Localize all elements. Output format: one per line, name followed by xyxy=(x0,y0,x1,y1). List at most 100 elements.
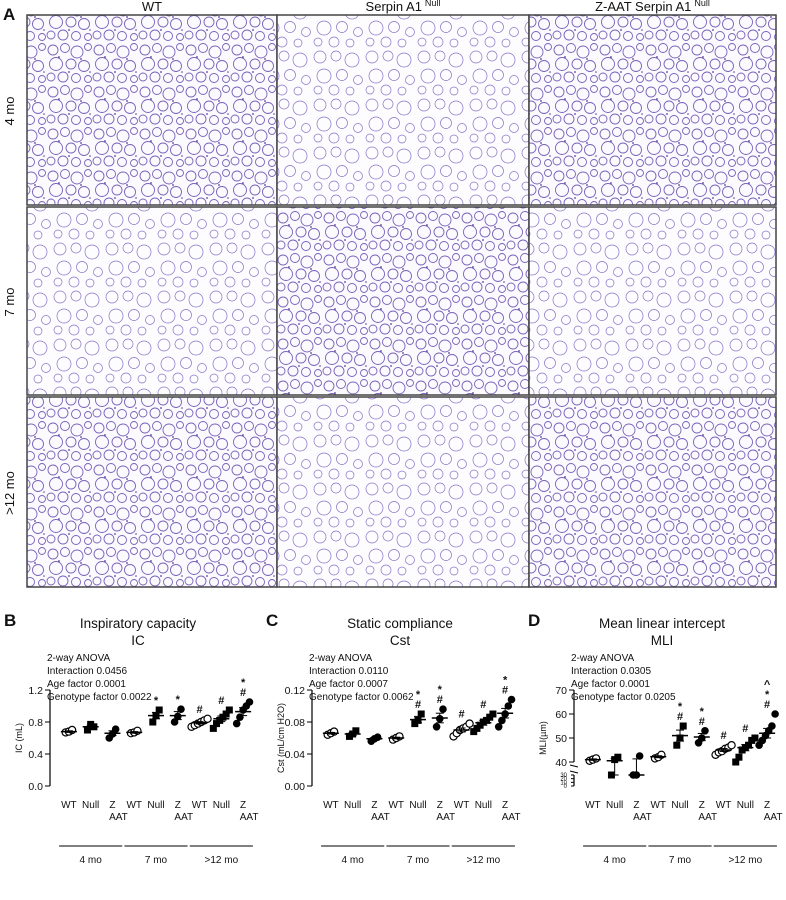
y-tick-label: 0 xyxy=(564,784,568,790)
data-point xyxy=(732,758,740,766)
data-point xyxy=(203,714,212,724)
significance-marker: * xyxy=(503,675,508,687)
chart-title: Static compliance xyxy=(347,616,453,631)
data-point xyxy=(225,706,233,714)
y-tick-label: 30 xyxy=(560,773,567,779)
histology-image xyxy=(528,14,777,206)
data-point xyxy=(771,710,779,718)
group-label: 4 mo xyxy=(342,855,365,866)
y-tick-label: 1.2 xyxy=(28,685,43,697)
x-tick-label: WT xyxy=(585,800,601,811)
chart: D Mean linear intercept MLI 2-way ANOVA Inte… xyxy=(528,611,782,866)
chart: B Inspiratory capacity IC 2-way ANOVA Intera… xyxy=(4,611,258,866)
stat-line: 2-way ANOVA xyxy=(571,653,634,664)
significance-marker: # xyxy=(196,704,202,716)
x-tick-label: WT xyxy=(192,800,208,811)
data-point xyxy=(701,727,709,735)
significance-marker: # xyxy=(720,730,726,742)
stat-line: Interaction 0.0305 xyxy=(571,666,651,677)
significance-marker: # xyxy=(764,699,770,711)
histology-image xyxy=(276,206,530,396)
x-tick-label: WT xyxy=(61,800,77,811)
data-point xyxy=(727,741,736,750)
x-tick-label: Z AAT xyxy=(698,800,717,823)
x-tick-label: Null xyxy=(409,800,426,811)
data-point xyxy=(614,753,622,761)
histology-image xyxy=(276,396,530,588)
significance-marker: # xyxy=(437,694,443,706)
significance-marker: * xyxy=(154,695,159,707)
x-tick-label: WT xyxy=(126,800,142,811)
data-point xyxy=(673,741,681,749)
data-point xyxy=(679,722,687,730)
panel-letter: B xyxy=(4,611,16,630)
column-header: Z-AAT Serpin A1 Null xyxy=(595,0,710,14)
x-tick-label: WT xyxy=(650,800,666,811)
significance-marker: # xyxy=(677,711,683,723)
y-tick-label: 50 xyxy=(555,733,567,745)
data-point xyxy=(111,725,120,733)
significance-marker: * xyxy=(416,689,421,701)
x-tick-label: Null xyxy=(737,800,754,811)
y-tick-label: 20 xyxy=(560,777,567,783)
stat-line: 2-way ANOVA xyxy=(47,653,110,664)
significance-marker: # xyxy=(218,695,224,707)
data-point xyxy=(245,698,254,706)
y-tick-label: 0.0 xyxy=(28,781,43,793)
significance-marker: * xyxy=(700,706,705,718)
data-point xyxy=(352,727,360,735)
data-point xyxy=(222,710,230,718)
y-axis-label: IC (mL) xyxy=(14,723,24,753)
stat-line: Interaction 0.0110 xyxy=(309,666,389,677)
axis-break xyxy=(569,770,579,774)
x-tick-label: Z AAT xyxy=(764,800,783,823)
column-header: Serpin A1 Null xyxy=(366,0,441,14)
y-tick-label: 0.12 xyxy=(285,685,306,697)
x-tick-label: Null xyxy=(344,800,361,811)
histology-image xyxy=(26,14,278,206)
significance-marker: * xyxy=(678,701,683,713)
significance-marker: # xyxy=(699,716,705,728)
y-tick-label: 0.04 xyxy=(285,749,306,761)
panel-letter: C xyxy=(266,611,278,630)
histology-image xyxy=(26,206,278,396)
y-tick-label: 0.08 xyxy=(285,717,306,729)
column-header: WT xyxy=(142,0,162,14)
data-point xyxy=(507,695,516,704)
data-point xyxy=(83,726,91,734)
x-tick-label: Null xyxy=(606,800,623,811)
x-tick-label: Z AAT xyxy=(633,800,652,823)
y-axis-label: MLI(µm) xyxy=(538,721,548,755)
column-name: Z-AAT Serpin A1 xyxy=(595,0,691,14)
x-tick-label: Z AAT xyxy=(371,800,390,823)
data-point xyxy=(745,741,753,749)
column-sup: Null xyxy=(425,0,441,8)
stat-line: Genotype factor 0.0022 xyxy=(47,692,152,703)
x-tick-label: Z AAT xyxy=(436,800,455,823)
stat-line: Age factor 0.0001 xyxy=(47,679,126,690)
histology-image xyxy=(26,396,278,588)
data-point xyxy=(735,753,743,761)
significance-marker: * xyxy=(765,689,770,701)
panel-letter: A xyxy=(3,5,15,24)
y-axis-label: Cst (mL/cm H2O) xyxy=(276,703,286,773)
group-label: >12 mo xyxy=(467,855,501,866)
row-label: >12 mo xyxy=(2,471,17,515)
data-point xyxy=(465,719,474,728)
x-tick-label: Null xyxy=(147,800,164,811)
stat-line: Age factor 0.0007 xyxy=(309,679,388,690)
histology-image xyxy=(528,396,777,588)
data-point xyxy=(209,724,217,732)
data-point xyxy=(635,752,644,760)
x-tick-label: WT xyxy=(388,800,404,811)
significance-marker: # xyxy=(742,723,748,735)
y-tick-label: 10 xyxy=(560,780,567,786)
group-label: 7 mo xyxy=(145,855,168,866)
x-tick-label: Null xyxy=(475,800,492,811)
significance-marker: # xyxy=(480,699,486,711)
axis-break xyxy=(569,764,579,768)
x-tick-label: WT xyxy=(323,800,339,811)
x-tick-label: Null xyxy=(82,800,99,811)
